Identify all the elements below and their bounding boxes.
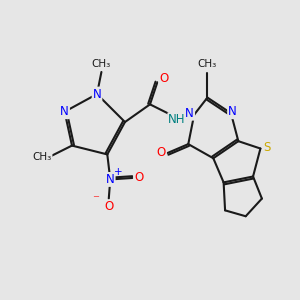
Text: CH₃: CH₃ [32, 152, 52, 162]
Text: N: N [60, 105, 69, 118]
Text: N: N [185, 107, 194, 120]
Text: CH₃: CH₃ [198, 59, 217, 69]
Text: NH: NH [168, 113, 186, 126]
Text: O: O [134, 172, 143, 184]
Text: ⁻: ⁻ [92, 194, 99, 207]
Text: CH₃: CH₃ [92, 59, 111, 69]
Text: O: O [104, 200, 113, 213]
Text: N: N [93, 88, 101, 100]
Text: O: O [157, 146, 166, 159]
Text: N: N [106, 173, 115, 186]
Text: +: + [114, 167, 123, 177]
Text: S: S [263, 141, 271, 154]
Text: O: O [159, 72, 169, 85]
Text: N: N [228, 105, 237, 118]
